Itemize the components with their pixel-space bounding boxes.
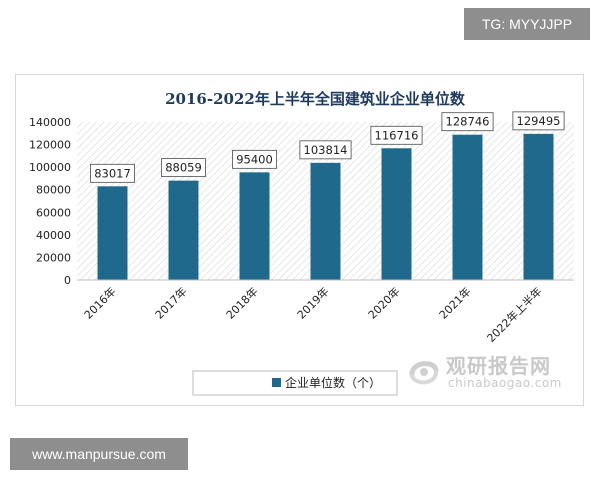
bar (310, 162, 341, 280)
bar (97, 186, 128, 280)
legend-swatch (272, 378, 281, 387)
y-tick-label: 140000 (29, 116, 71, 129)
data-label-box (441, 112, 494, 132)
legend-label: 企业单位数（个） (285, 375, 381, 390)
y-tick-label: 0 (64, 274, 71, 287)
bar (452, 134, 483, 280)
x-axis: 2016年 2017年 2018年 2019年 2020年 2021年 2022年上半年 (77, 279, 574, 345)
bar (523, 133, 554, 280)
data-label: 83017 (94, 166, 131, 180)
x-tick-label: 2022年上半年 (484, 284, 545, 345)
bar (381, 148, 412, 280)
y-tick-label: 20000 (36, 251, 71, 264)
x-tick-label: 2021年 (436, 284, 473, 321)
y-tick-label: 120000 (29, 139, 71, 152)
y-tick-label: 80000 (36, 184, 71, 197)
data-label-box (161, 158, 206, 178)
bar-series (97, 133, 554, 280)
data-label: 129495 (517, 114, 561, 128)
x-tick-label: 2018年 (223, 284, 260, 321)
data-label-box (232, 149, 277, 169)
legend: 企业单位数（个） (192, 370, 398, 396)
y-axis: 0 20000 40000 60000 80000 100000 120000 140000 (29, 116, 71, 287)
y-tick-label: 60000 (36, 206, 71, 219)
data-label: 95400 (236, 152, 273, 166)
data-label: 103814 (304, 143, 348, 157)
tg-watermark: TG: MYYJJPP (464, 8, 590, 40)
y-tick-label: 100000 (29, 161, 71, 174)
x-tick-label: 2019年 (294, 284, 331, 321)
data-label-box (299, 140, 352, 160)
x-tick-label: 2020年 (365, 284, 402, 321)
data-label: 128746 (446, 115, 490, 129)
legend-box (192, 370, 398, 396)
data-label: 88059 (165, 161, 202, 175)
chart-frame: 2016-2022年上半年全国建筑业企业单位数 0 20000 40000 60000… (15, 74, 584, 406)
data-label-box (90, 163, 135, 183)
x-tick-label: 2016年 (81, 284, 118, 321)
site-watermark: www.manpursue.com (10, 438, 188, 470)
bar (239, 172, 270, 280)
y-tick-label: 40000 (36, 229, 71, 242)
bar-chart: 2016-2022年上半年全国建筑业企业单位数 0 20000 40000 60000… (29, 90, 574, 396)
data-labels: 83017 88059 95400 103814 116716 128746 129495 (90, 111, 565, 183)
chart-title: 2016-2022年上半年全国建筑业企业单位数 (165, 90, 466, 108)
x-tick-label: 2017年 (152, 284, 189, 321)
bar (168, 180, 199, 280)
data-label-box (512, 111, 565, 131)
data-label: 116716 (375, 128, 419, 142)
data-label-box (370, 125, 423, 145)
